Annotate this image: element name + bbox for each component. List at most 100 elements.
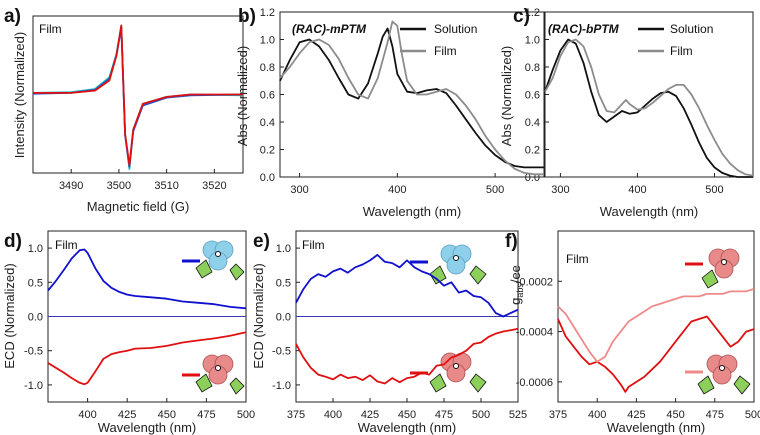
panel-f-ytick: -0.0004 xyxy=(516,327,553,339)
panel-b-ytick: 0.6 xyxy=(260,90,275,102)
panel-c: c) (RAC)-bPTM Solution Film 300 400 500 … xyxy=(499,6,754,219)
panel-f-series-line-1 xyxy=(557,315,755,393)
panel-a-note: Film xyxy=(39,22,62,36)
panel-b-ytick: 0.4 xyxy=(260,117,275,129)
panel-c-legend-film: Film xyxy=(670,44,693,58)
panel-a: a) Film 3490 3500 3510 3520 Magnetic fie… xyxy=(4,6,244,214)
panel-b-series-line-2 xyxy=(279,20,544,176)
propeller-molecule-icon xyxy=(429,244,487,285)
panel-f-frame xyxy=(557,230,755,403)
panel-d-note: Film xyxy=(55,238,78,252)
panel-e-xtick: 525 xyxy=(509,409,527,421)
panel-f-xtick: 425 xyxy=(627,409,645,421)
panel-e-xtick: 400 xyxy=(324,409,342,421)
panel-a-xtick: 3490 xyxy=(59,180,83,192)
panel-b-xtick: 500 xyxy=(486,184,504,196)
panel-c-label: c) xyxy=(513,6,530,27)
panel-d-label: d) xyxy=(4,231,22,252)
panel-f: f) Film 375 400 425 450 475 500 -0.0006 … xyxy=(505,230,760,435)
panel-f-xtick: 375 xyxy=(549,409,567,421)
panel-c-ytick: 0.6 xyxy=(525,90,540,102)
panel-d: d) Film 400 425 450 475 500 -1.0 -0.5 0.… xyxy=(2,230,255,435)
panel-b-xlabel: Wavelength (nm) xyxy=(363,204,462,219)
panel-d-ylabel: ECD (Normalized) xyxy=(2,263,17,368)
panel-d-ytick: -0.5 xyxy=(24,346,43,358)
panel-e-label: e) xyxy=(253,231,270,252)
panel-b-ytick: 1.0 xyxy=(260,35,275,47)
panel-c-xtick: 400 xyxy=(628,184,646,196)
panel-e-series-line-2 xyxy=(295,327,519,385)
panel-b-xtick: 400 xyxy=(388,184,406,196)
panel-a-ylabel: Intensity (Normalized) xyxy=(12,32,27,158)
panel-a-xtick: 3510 xyxy=(154,180,178,192)
panel-d-xtick: 450 xyxy=(158,409,176,421)
panel-d-ytick: 1.0 xyxy=(28,243,43,255)
panel-f-label: f) xyxy=(505,231,518,252)
panel-f-ytick: -0.0006 xyxy=(516,377,553,389)
panel-b-label: b) xyxy=(238,6,256,27)
propeller-molecule-icon xyxy=(701,248,740,289)
panel-a-label: a) xyxy=(4,6,21,27)
panel-e-xtick: 375 xyxy=(287,409,305,421)
panel-f-xtick: 475 xyxy=(706,409,724,421)
panel-d-ytick: -1.0 xyxy=(24,380,43,392)
panel-b-ytick: 0.0 xyxy=(260,172,275,184)
panel-a-series-line-2 xyxy=(32,26,244,168)
plot-lines-layer xyxy=(32,11,755,402)
panel-a-xlabel: Magnetic field (G) xyxy=(87,199,190,214)
panel-c-xtick: 300 xyxy=(551,184,569,196)
panel-e-xtick: 475 xyxy=(435,409,453,421)
panel-c-ytick: 0.4 xyxy=(525,117,540,129)
panel-f-xlabel: Wavelength (nm) xyxy=(607,420,706,435)
panel-a-xtick: 3500 xyxy=(107,180,131,192)
panel-c-series-line-2 xyxy=(544,38,754,177)
panel-d-xtick: 500 xyxy=(237,409,255,421)
panel-b-xtick: 300 xyxy=(290,184,308,196)
panel-f-series-line-2 xyxy=(557,287,755,363)
panel-d-xtick: 425 xyxy=(118,409,136,421)
panel-d-xlabel: Wavelength (nm) xyxy=(98,420,197,435)
panel-d-ytick: 0.0 xyxy=(28,312,43,324)
panel-f-xtick: 400 xyxy=(588,409,606,421)
panel-c-ytick: 1.0 xyxy=(525,35,540,47)
panel-d-series-line-2 xyxy=(47,331,247,386)
panel-d-series-line-1 xyxy=(47,248,247,310)
panel-d-xtick: 475 xyxy=(197,409,215,421)
panel-b-ytick: 0.8 xyxy=(260,62,275,74)
panel-e-xtick: 450 xyxy=(398,409,416,421)
panel-e-xlabel: Wavelength (nm) xyxy=(358,420,457,435)
panel-c-ytick: 1.2 xyxy=(525,7,540,19)
propeller-molecule-icon xyxy=(697,354,751,395)
panel-a-series-line-3 xyxy=(33,24,243,167)
panel-c-series-line-1 xyxy=(544,38,753,178)
panel-e-xtick: 425 xyxy=(361,409,379,421)
panel-f-ylabel: gabs/ee xyxy=(508,265,525,305)
panel-b-ytick: 1.2 xyxy=(260,7,275,19)
panel-e-ylabel: ECD (Normalized) xyxy=(251,263,266,368)
panel-c-title: (RAC)-bPTM xyxy=(548,22,620,36)
propeller-molecule-icon xyxy=(195,354,245,395)
panel-e: e) Film 375 400 425 450 475 500 525 -1.0… xyxy=(251,230,527,435)
panel-a-xtick: 3520 xyxy=(202,180,226,192)
propeller-molecule-icon xyxy=(195,240,245,281)
panel-f-xtick: 450 xyxy=(666,409,684,421)
panel-e-ytick: 0.5 xyxy=(276,277,291,289)
panel-c-xtick: 500 xyxy=(705,184,723,196)
panel-b-series-line-1 xyxy=(279,27,544,169)
propeller-molecule-icon xyxy=(429,352,487,393)
panel-d-xtick: 400 xyxy=(78,409,96,421)
panel-b-legend-film: Film xyxy=(434,44,457,58)
panel-e-ytick: -0.5 xyxy=(272,346,291,358)
panel-e-note: Film xyxy=(302,238,325,252)
panel-f-ytick: -0.0002 xyxy=(516,276,553,288)
panel-c-legend-solution: Solution xyxy=(670,22,713,36)
panel-b-title: (RAC)-mPTM xyxy=(292,22,367,36)
panel-f-xtick: 500 xyxy=(745,409,760,421)
panel-e-xtick: 500 xyxy=(472,409,490,421)
panel-b-legend-solution: Solution xyxy=(434,22,477,36)
panel-f-note: Film xyxy=(566,252,589,266)
panel-e-ytick: 0.0 xyxy=(276,312,291,324)
panel-b-ytick: 0.2 xyxy=(260,145,275,157)
panel-c-xlabel: Wavelength (nm) xyxy=(600,204,699,219)
